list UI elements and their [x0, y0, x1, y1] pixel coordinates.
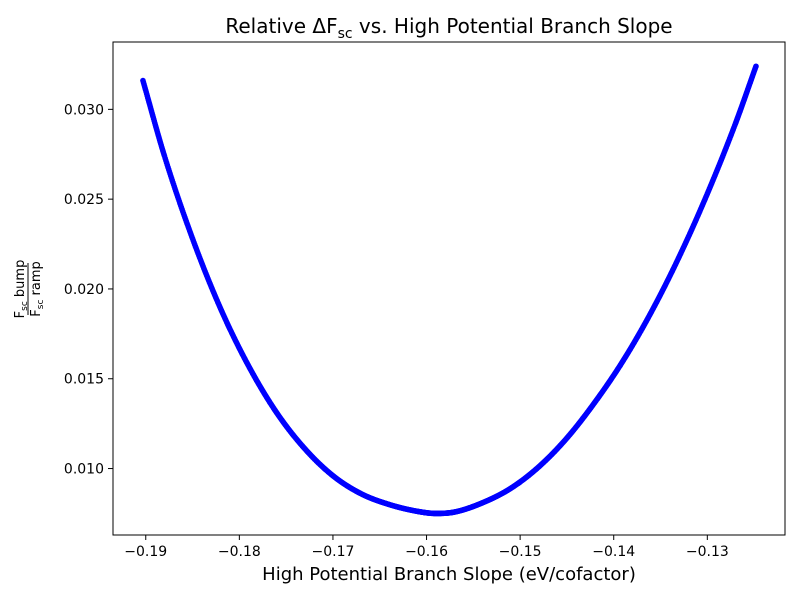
y-axis-label-numerator: Fsc bump	[13, 260, 30, 319]
y-axis: 0.010 0.015 0.020 0.025 0.030	[64, 102, 113, 478]
y-axis-label: Fsc bump Fsc ramp	[13, 260, 46, 319]
data-layer	[140, 63, 759, 517]
x-tick-label: −0.16	[405, 544, 448, 560]
y-tick-label: 0.030	[64, 102, 104, 118]
x-tick-label: −0.13	[686, 544, 729, 560]
y-tick-label: 0.025	[64, 192, 104, 208]
x-tick-label: −0.15	[499, 544, 542, 560]
data-point	[753, 63, 759, 70]
x-axis: −0.19 −0.18 −0.17 −0.16 −0.15 −0.14 −0.13	[124, 535, 729, 560]
x-tick-label: −0.14	[592, 544, 635, 560]
x-tick-label: −0.19	[124, 544, 167, 560]
x-tick-label: −0.18	[218, 544, 261, 560]
x-tick-label: −0.17	[311, 544, 354, 560]
y-tick-label: 0.015	[64, 372, 104, 388]
y-tick-label: 0.010	[64, 462, 104, 478]
y-axis-label-denominator: Fsc ramp	[29, 261, 46, 316]
chart-title: Relative ΔFsc vs. High Potential Branch …	[225, 14, 672, 42]
x-axis-label: High Potential Branch Slope (eV/cofactor…	[262, 564, 636, 585]
y-tick-label: 0.020	[64, 282, 104, 298]
